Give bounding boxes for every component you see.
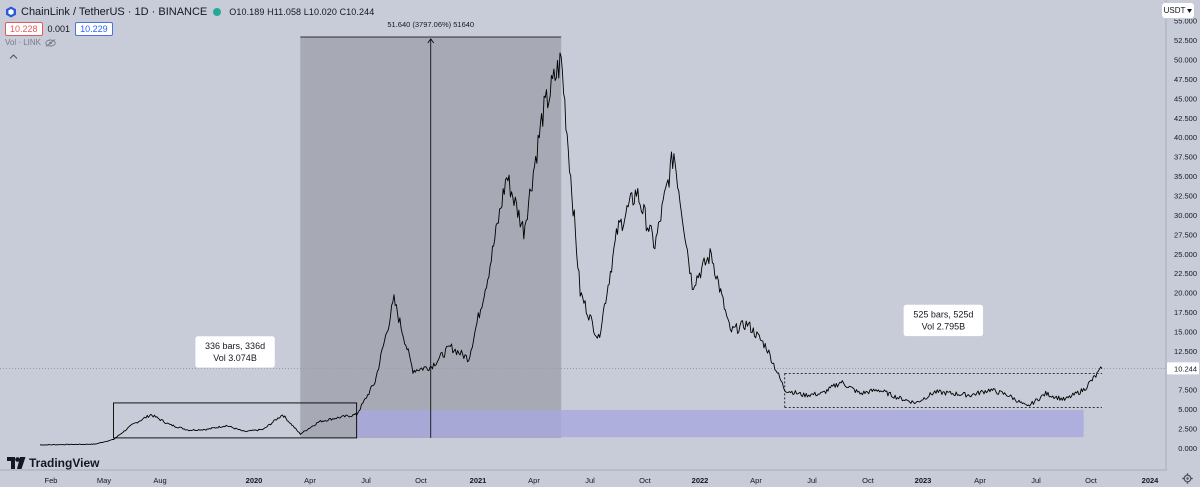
range-stats-line2: Vol 3.074B	[213, 353, 257, 363]
x-tick-label: 2023	[915, 476, 932, 485]
x-tick-label: Apr	[304, 476, 316, 485]
y-tick-label: 22.500	[1174, 269, 1197, 278]
y-tick-label: 50.000	[1174, 56, 1197, 65]
chevron-down-icon	[1187, 8, 1193, 13]
symbol-title[interactable]: ChainLink / TetherUS · 1D · BINANCE	[21, 6, 208, 18]
range-stats-line1: 336 bars, 336d	[205, 341, 265, 351]
range-stats-box	[903, 304, 984, 337]
price-series-line	[39, 52, 1103, 446]
x-tick-label: Jul	[1031, 476, 1041, 485]
x-tick-label: Apr	[750, 476, 762, 485]
y-tick-label: 37.500	[1174, 153, 1197, 162]
currency-label: USDT	[1163, 6, 1186, 15]
settings-gear-icon[interactable]	[1182, 473, 1193, 484]
y-tick-label: 27.500	[1174, 230, 1197, 239]
trade-row: 10.228 0.001 10.229	[5, 22, 113, 36]
last-price-label: 10.244	[1174, 364, 1197, 373]
spread-value: 0.001	[47, 24, 71, 34]
volume-legend: Vol · LINK	[5, 38, 56, 47]
tradingview-logo-icon	[7, 457, 26, 469]
x-tick-label: 2020	[246, 476, 263, 485]
x-tick-label: Aug	[153, 476, 166, 485]
x-tick-label: 2024	[1142, 476, 1160, 485]
price-zone	[356, 409, 1084, 438]
y-tick-label: 52.500	[1174, 36, 1197, 45]
range-box	[113, 402, 358, 439]
y-tick-label: 30.000	[1174, 211, 1197, 220]
y-tick-label: 32.500	[1174, 191, 1197, 200]
y-tick-label: 55.000	[1174, 17, 1197, 26]
last-price-box	[1167, 362, 1199, 375]
chainlink-logo-icon	[6, 6, 16, 18]
x-tick-label: Oct	[415, 476, 428, 485]
ohlc-values: O10.189 H11.058 L10.020 C10.244	[229, 7, 375, 17]
x-tick-label: Oct	[862, 476, 875, 485]
range-stats-box	[194, 335, 276, 369]
brand-label: TradingView	[29, 456, 100, 470]
y-tick-label: 40.000	[1174, 133, 1197, 142]
y-tick-label: 25.000	[1174, 250, 1197, 259]
y-tick-label: 7.500	[1178, 386, 1197, 395]
y-tick-label: 47.500	[1174, 75, 1197, 84]
range-stats-line2: Vol 2.795B	[922, 321, 966, 331]
market-status-dot	[213, 8, 222, 16]
y-tick-label: 35.000	[1174, 172, 1197, 181]
x-tick-label: Feb	[45, 476, 58, 485]
currency-dropdown[interactable]: USDT	[1162, 3, 1194, 18]
x-tick-label: 2021	[470, 476, 487, 485]
x-tick-label: Jul	[585, 476, 595, 485]
tradingview-logo: TradingView	[7, 456, 99, 470]
y-tick-label: 5.000	[1178, 405, 1197, 414]
volume-label: Vol · LINK	[5, 38, 42, 47]
x-tick-label: Jul	[361, 476, 371, 485]
measure-arrow-head	[427, 38, 435, 44]
y-tick-label: 20.000	[1174, 289, 1197, 298]
sell-price-button[interactable]: 10.228	[5, 22, 43, 36]
x-tick-label: May	[97, 476, 111, 485]
x-tick-label: Jul	[807, 476, 817, 485]
y-tick-label: 17.500	[1174, 308, 1197, 317]
x-tick-label: Apr	[974, 476, 986, 485]
range-stats-line1: 525 bars, 525d	[913, 309, 973, 319]
chart-header: ChainLink / TetherUS · 1D · BINANCE O10.…	[5, 4, 374, 20]
x-tick-label: Oct	[1085, 476, 1098, 485]
y-tick-label: 0.000	[1178, 444, 1197, 453]
y-tick-label: 2.500	[1178, 425, 1197, 434]
x-tick-label: Oct	[639, 476, 652, 485]
x-tick-label: 2022	[692, 476, 709, 485]
y-tick-label: 15.000	[1174, 327, 1197, 336]
y-tick-label: 42.500	[1174, 114, 1197, 123]
buy-price-button[interactable]: 10.229	[75, 22, 113, 36]
y-tick-label: 12.500	[1174, 347, 1197, 356]
x-tick-label: Apr	[528, 476, 540, 485]
measure-label: 51.640 (3797.06%) 51640	[387, 20, 474, 29]
eye-hidden-icon[interactable]	[45, 38, 56, 47]
y-tick-label: 45.000	[1174, 94, 1197, 103]
collapse-caret-icon[interactable]	[9, 53, 18, 60]
